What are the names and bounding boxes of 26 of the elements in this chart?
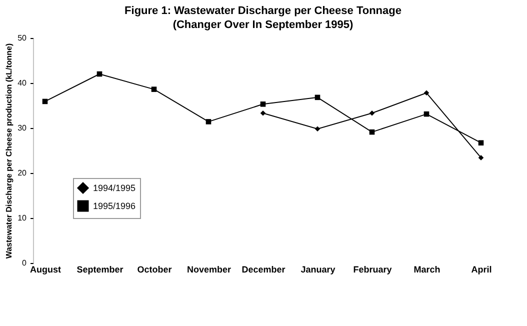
legend-label: 1995/1996	[93, 201, 136, 211]
x-tick-label: December	[242, 264, 286, 274]
point	[314, 126, 320, 132]
x-tick-label: November	[186, 264, 232, 274]
y-tick-label: 0	[22, 258, 28, 268]
y-tick-label: 50	[18, 34, 28, 42]
y-tick-label: 20	[18, 168, 28, 178]
x-tick-label: September	[76, 264, 124, 274]
point	[478, 140, 484, 146]
chart-subtitle: (Changer Over In September 1995)	[172, 19, 354, 31]
x-tick-label: August	[30, 264, 61, 274]
x-tick-label: January	[300, 264, 336, 274]
legend-label: 1994/1995	[93, 183, 136, 193]
x-tick-label: February	[353, 264, 392, 274]
y-tick-label: 10	[18, 214, 28, 222]
x-tick-label: April	[471, 264, 492, 274]
point	[151, 86, 157, 92]
point	[424, 90, 430, 96]
point	[260, 102, 266, 107]
y-tick-label: 40	[18, 78, 28, 88]
point	[206, 119, 212, 124]
y-tick-label: 30	[18, 124, 28, 132]
x-tick-label: October	[137, 264, 172, 274]
chart-title: Figure 1: Wastewater Discharge per Cheese Tonnage	[124, 5, 402, 17]
x-tick-label: March	[414, 264, 440, 274]
y-axis-title: Wastewater Discharge per Cheese production (kL/tonne)	[4, 43, 14, 259]
